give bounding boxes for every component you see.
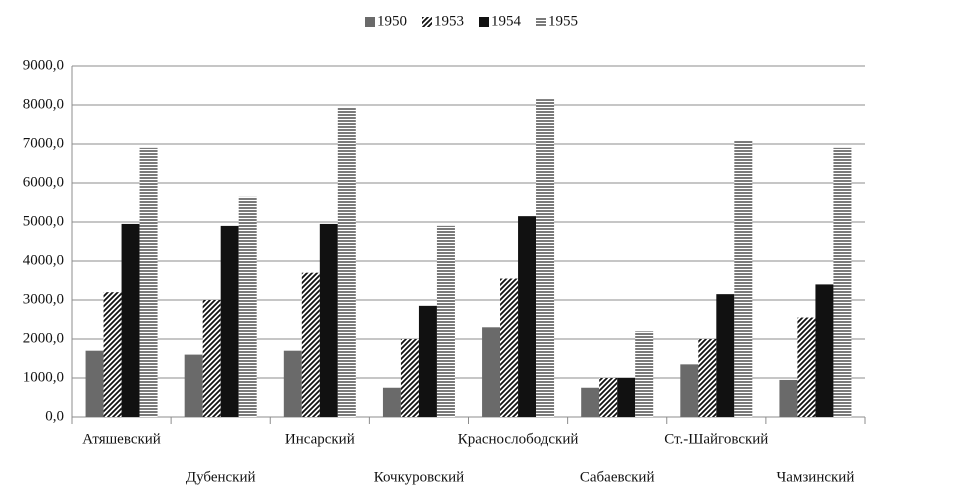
- x-tick-label: Дубенский: [186, 469, 256, 485]
- bar: [85, 350, 104, 417]
- bar: [121, 223, 140, 417]
- bar: [599, 378, 618, 417]
- bar: [635, 331, 654, 417]
- legend-swatch: [479, 17, 489, 27]
- bar: [238, 196, 257, 417]
- x-tick-label: Ст.-Шайговский: [664, 431, 768, 447]
- bar: [482, 327, 501, 417]
- bar: [220, 225, 239, 417]
- bar: [319, 223, 338, 417]
- bar: [436, 225, 455, 417]
- bar: [536, 99, 555, 418]
- x-tick-label: Атяшевский: [82, 431, 161, 447]
- bar: [617, 378, 636, 417]
- bar: [833, 147, 852, 417]
- bar: [418, 305, 437, 417]
- legend-swatch: [365, 17, 375, 27]
- legend-swatch: [422, 17, 432, 27]
- y-tick-label: 4000,0: [23, 252, 64, 268]
- y-tick-label: 9000,0: [23, 57, 64, 73]
- y-tick-label: 7000,0: [23, 135, 64, 151]
- y-tick-label: 1000,0: [23, 369, 64, 385]
- bar: [103, 292, 122, 417]
- bar: [581, 387, 600, 417]
- y-tick-label: 3000,0: [23, 291, 64, 307]
- x-tick-label: Инсарский: [285, 431, 355, 447]
- bar: [518, 216, 537, 417]
- bar: [400, 339, 419, 417]
- x-tick-label: Кочкуровский: [374, 469, 464, 485]
- legend-label: 1955: [548, 13, 578, 29]
- legend-swatch: [536, 17, 546, 27]
- bar: [716, 294, 735, 417]
- bar: [500, 278, 519, 417]
- y-tick-label: 8000,0: [23, 96, 64, 112]
- bar: [734, 140, 753, 417]
- x-tick-label: Чамзинский: [776, 469, 854, 485]
- bar: [382, 387, 401, 417]
- bar: [815, 284, 834, 417]
- bar: [184, 354, 203, 417]
- bar: [797, 317, 816, 417]
- y-tick-label: 5000,0: [23, 213, 64, 229]
- x-tick-label: Сабаевский: [580, 469, 655, 485]
- bar: [202, 300, 221, 417]
- bar: [779, 379, 798, 417]
- bar: [283, 350, 302, 417]
- bar: [698, 339, 717, 417]
- legend-label: 1950: [377, 13, 407, 29]
- bar: [337, 106, 356, 417]
- y-tick-label: 2000,0: [23, 330, 64, 346]
- y-tick-label: 0,0: [45, 408, 64, 424]
- bar: [680, 364, 699, 417]
- y-tick-label: 6000,0: [23, 174, 64, 190]
- legend-label: 1954: [491, 13, 522, 29]
- bar: [139, 147, 158, 417]
- bar: [301, 272, 320, 417]
- x-tick-label: Краснослободский: [458, 431, 579, 447]
- legend-label: 1953: [434, 13, 464, 29]
